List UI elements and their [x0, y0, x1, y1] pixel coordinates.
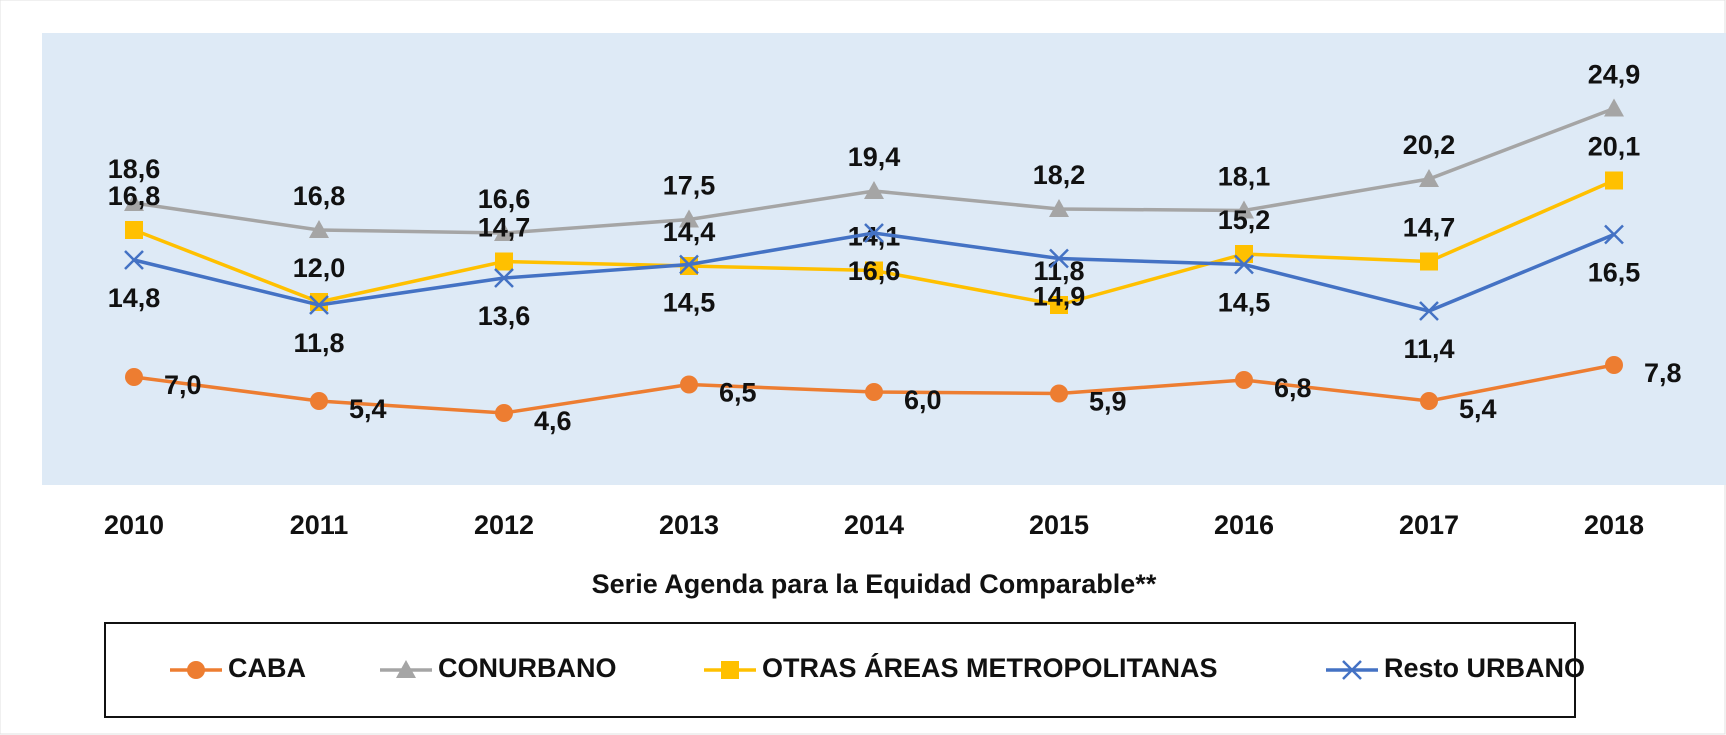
data-label: 16,8	[293, 181, 346, 211]
marker	[680, 375, 698, 394]
marker	[1419, 301, 1439, 321]
marker	[1234, 200, 1254, 219]
marker	[864, 181, 884, 199]
data-label: 5,9	[1089, 387, 1127, 417]
marker	[1419, 169, 1439, 187]
x-tick-label: 2012	[474, 510, 534, 540]
legend-label: CABA	[228, 653, 306, 683]
marker	[865, 383, 883, 401]
marker	[1234, 254, 1254, 275]
marker	[1604, 224, 1624, 245]
data-label: 16,8	[108, 181, 161, 211]
marker	[310, 293, 328, 311]
marker	[1235, 245, 1253, 263]
data-label: 4,6	[534, 406, 572, 436]
data-label: 6,8	[1274, 373, 1312, 403]
data-label: 14,9	[1033, 282, 1086, 312]
data-label: 24,9	[1588, 60, 1641, 90]
legend-marker	[1342, 660, 1362, 680]
plot-area	[42, 33, 1726, 485]
x-axis-title: Serie Agenda para la Equidad Comparable*…	[592, 569, 1157, 599]
data-label: 14,5	[1218, 288, 1271, 318]
data-label: 16,6	[848, 256, 901, 286]
data-label: 6,5	[719, 378, 757, 408]
marker	[1605, 171, 1623, 190]
data-label: 14,7	[478, 213, 531, 243]
data-label: 15,2	[1218, 205, 1271, 235]
data-label: 18,2	[1033, 160, 1086, 190]
marker	[1420, 392, 1438, 410]
marker	[310, 392, 328, 410]
data-label: 5,4	[349, 394, 387, 424]
data-label: 17,5	[663, 171, 716, 201]
marker	[125, 221, 143, 239]
marker	[494, 223, 514, 241]
data-label: 11,8	[293, 328, 344, 358]
data-label: 11,4	[1403, 334, 1454, 364]
data-label: 12,0	[293, 253, 346, 283]
marker	[495, 252, 513, 271]
legend-label: CONURBANO	[438, 653, 617, 683]
data-label: 20,1	[1588, 132, 1641, 162]
data-label: 18,6	[108, 154, 161, 184]
data-label: 14,7	[1403, 213, 1456, 243]
marker	[679, 254, 699, 275]
marker	[1420, 252, 1438, 271]
data-label: 18,1	[1218, 162, 1271, 192]
x-tick-label: 2018	[1584, 510, 1644, 540]
marker	[309, 295, 329, 315]
marker	[679, 209, 699, 228]
marker	[124, 193, 144, 211]
data-label: 13,6	[478, 301, 531, 331]
data-label: 14,8	[108, 283, 161, 313]
marker	[1235, 371, 1253, 389]
marker	[495, 404, 513, 422]
data-label: 11,8	[1033, 256, 1084, 286]
data-label: 7,8	[1644, 358, 1682, 388]
marker	[864, 223, 884, 243]
marker	[1049, 248, 1069, 269]
marker	[1049, 199, 1069, 217]
data-label: 7,0	[164, 370, 202, 400]
marker	[124, 250, 144, 270]
marker	[1050, 296, 1068, 314]
marker	[125, 368, 143, 386]
data-label: 16,6	[478, 184, 531, 214]
data-label: 16,5	[1588, 258, 1641, 288]
marker	[1050, 384, 1068, 403]
data-label: 20,2	[1403, 130, 1456, 160]
legend-marker	[187, 661, 205, 679]
marker	[865, 261, 883, 280]
marker	[494, 268, 514, 288]
data-label: 14,4	[663, 217, 716, 247]
marker	[1604, 98, 1624, 117]
marker	[309, 220, 329, 238]
data-label: 6,0	[904, 385, 942, 415]
x-tick-label: 2010	[104, 510, 164, 540]
data-label: 5,4	[1459, 394, 1497, 424]
data-label: 14,5	[663, 288, 716, 318]
legend-label: Resto URBANO	[1384, 653, 1585, 683]
x-tick-label: 2017	[1399, 510, 1459, 540]
x-tick-label: 2016	[1214, 510, 1274, 540]
legend-label: OTRAS ÁREAS METROPOLITANAS	[762, 652, 1218, 683]
marker	[1605, 356, 1623, 374]
x-tick-label: 2015	[1029, 510, 1089, 540]
legend-marker	[396, 660, 416, 678]
x-tick-label: 2011	[290, 510, 349, 540]
x-tick-label: 2014	[844, 510, 904, 540]
data-label: 19,4	[848, 142, 901, 172]
x-tick-label: 2013	[659, 510, 719, 540]
legend-marker	[721, 661, 739, 679]
